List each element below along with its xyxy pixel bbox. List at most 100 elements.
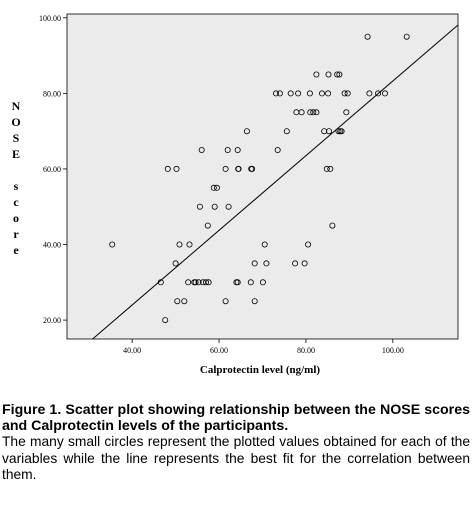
data-point [306,90,313,97]
data-point [276,90,283,97]
data-point [235,165,242,172]
data-point [174,298,181,305]
y-axis-title-letter: o [13,211,19,225]
data-point [272,90,279,97]
data-point [325,128,332,135]
caption-title: Figure 1. Scatter plot showing relations… [2,402,470,434]
data-point [205,279,212,286]
data-point [162,317,169,324]
x-axis-title: Calprotectin level (ng/ml) [200,364,320,376]
data-point [210,184,217,191]
data-point [336,71,343,78]
data-point [185,279,192,286]
y-tick-label: 100.00 [39,14,61,23]
y-axis-title-letter: O [11,115,20,129]
data-point [213,184,220,191]
data-point [172,260,179,267]
data-point [192,279,199,286]
x-tick-label: 40.00 [123,346,141,355]
data-point [313,109,320,116]
data-point [186,241,193,248]
data-point [274,146,281,153]
data-point [251,260,258,267]
data-point [249,165,256,172]
data-point [310,109,317,116]
data-point [109,241,116,248]
data-point [321,128,328,135]
data-point [341,90,348,97]
data-point [375,90,382,97]
data-point [298,109,305,116]
data-point [181,298,188,305]
data-point [364,33,371,40]
data-point [251,298,258,305]
y-axis-title-letter: c [13,195,19,209]
data-point [222,298,229,305]
data-point [301,260,308,267]
data-point [295,90,302,97]
data-point [198,146,205,153]
figure-caption: Figure 1. Scatter plot showing relations… [2,402,470,484]
data-point [313,71,320,78]
data-point [307,109,314,116]
data-point [292,260,299,267]
x-tick-label: 60.00 [210,346,228,355]
y-axis-title-letter: s [14,179,19,193]
y-tick-label: 80.00 [43,89,61,98]
data-point [234,279,241,286]
data-point [329,222,336,229]
data-point [225,203,232,210]
axis-ticks: 20.00 40.00 60.00 80.00 100.00 40.00 60.00 80.0… [39,14,404,355]
data-point [224,146,231,153]
y-tick-label: 40.00 [43,241,61,250]
fit-line [92,24,459,340]
data-point [338,128,345,135]
data-point [211,203,218,210]
y-axis-title-letter: E [12,147,20,161]
data-point [199,279,206,286]
data-point [325,71,332,78]
data-point [335,128,342,135]
data-point [247,279,254,286]
data-point [323,165,330,172]
data-point [202,279,209,286]
data-point [263,260,270,267]
data-point [334,71,341,78]
data-points [109,33,410,324]
y-axis-title-letter: r [13,227,19,241]
data-point [234,146,241,153]
data-point [204,222,211,229]
data-point [196,203,203,210]
y-tick-label: 20.00 [43,316,61,325]
data-point [305,241,312,248]
data-point [222,165,229,172]
data-point [366,90,373,97]
data-point [327,165,334,172]
data-point [259,279,266,286]
data-point [343,109,350,116]
x-tick-label: 80.00 [297,346,315,355]
caption-body: The many small circles represent the plo… [2,434,470,482]
data-point [287,90,294,97]
data-point [403,33,410,40]
y-axis-title-letter: N [12,99,21,113]
data-point [318,90,325,97]
data-point [195,279,202,286]
y-axis-title-letter: S [13,131,20,145]
plot-area [66,13,459,340]
data-point [344,90,351,97]
data-point [325,90,332,97]
data-point [261,241,268,248]
data-point [173,165,180,172]
data-point [381,90,388,97]
data-point [164,165,171,172]
y-tick-label: 60.00 [43,165,61,174]
x-tick-label: 100.00 [382,346,404,355]
data-point [176,241,183,248]
data-point [283,128,290,135]
data-point [243,128,250,135]
y-axis-title-letter: e [13,243,19,257]
